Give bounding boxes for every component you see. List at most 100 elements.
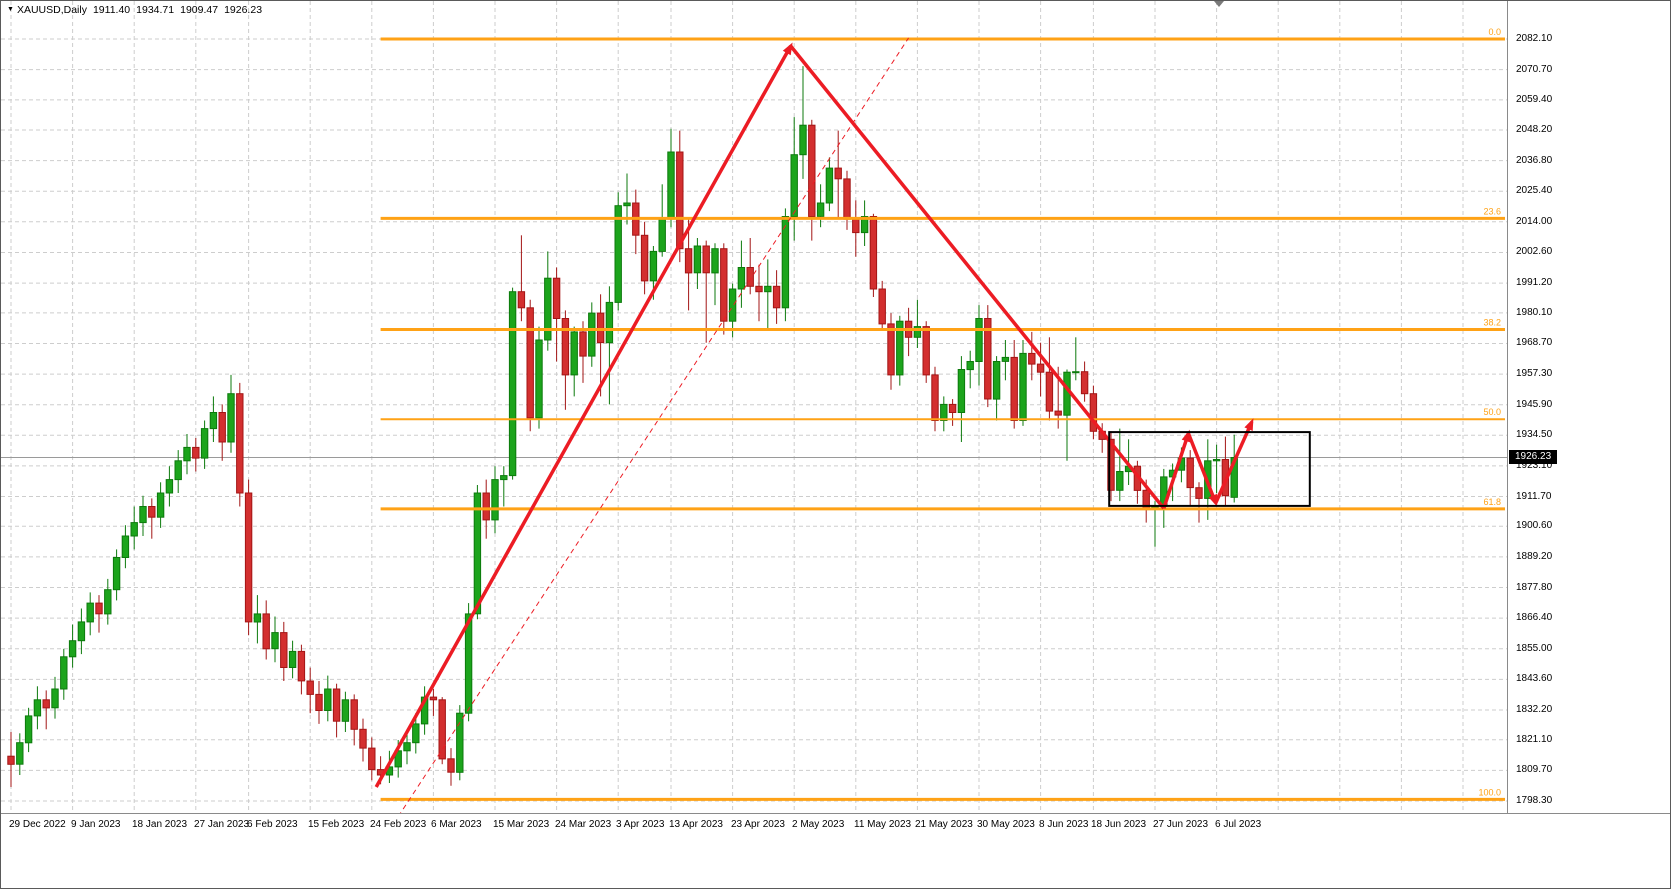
price-axis-label: 1809.70 — [1516, 764, 1553, 775]
price-axis[interactable]: 1926.23 2082.10 2070.70 2059.40 2048.20 2036… — [1507, 1, 1670, 813]
candle — [984, 305, 992, 408]
candle — [948, 399, 957, 426]
candle — [931, 366, 939, 432]
fib-level-label: 23.6 — [1483, 206, 1501, 216]
candle — [632, 189, 640, 255]
candle — [1019, 340, 1027, 426]
candle — [1186, 450, 1194, 507]
candle — [852, 200, 860, 257]
candle — [104, 578, 112, 625]
candle — [139, 495, 147, 536]
candle — [588, 302, 596, 367]
candle — [887, 313, 895, 390]
candle — [614, 192, 622, 311]
candle — [148, 498, 156, 539]
price-axis-label: 1798.30 — [1516, 795, 1553, 806]
price-axis-label: 2059.40 — [1516, 94, 1553, 105]
candle — [280, 621, 288, 681]
current-price-badge: 1926.23 — [1509, 450, 1558, 464]
ohlc-high: 1934.71 — [136, 4, 175, 16]
chart-shift-marker[interactable] — [1214, 1, 1224, 7]
candle — [781, 208, 790, 322]
candle — [95, 595, 103, 633]
time-axis-label: 2 May 2023 — [792, 819, 845, 830]
chart-plot-area[interactable]: 0.0 23.6 38.2 50.0 61.8 100.0 — [1, 1, 1507, 813]
candle — [121, 525, 130, 569]
candle — [68, 624, 77, 668]
candle — [130, 506, 138, 550]
candle — [764, 259, 772, 330]
candle — [799, 66, 807, 179]
price-axis-label: 1832.20 — [1516, 704, 1553, 715]
price-axis-label: 1900.60 — [1516, 520, 1553, 531]
candle — [368, 737, 376, 781]
candle — [236, 382, 244, 507]
consolidation-rectangle[interactable] — [1108, 431, 1311, 507]
price-axis-label: 2070.70 — [1516, 64, 1553, 75]
fib-level-label: 50.0 — [1483, 407, 1501, 417]
ohlc-close: 1926.23 — [224, 4, 263, 16]
projection-line[interactable] — [1214, 421, 1254, 504]
candle — [288, 640, 297, 679]
time-axis[interactable]: 29 Dec 2022 9 Jan 2023 18 Jan 2023 27 Jan 2… — [1, 813, 1670, 888]
candle — [658, 184, 666, 257]
candle — [165, 466, 174, 507]
projection-line[interactable] — [1186, 432, 1218, 504]
candle — [1028, 331, 1036, 381]
price-axis-label: 1980.10 — [1516, 307, 1553, 318]
candle — [1195, 482, 1203, 523]
price-axis-label: 1821.10 — [1516, 734, 1553, 745]
candle — [904, 307, 913, 357]
candle — [992, 356, 1001, 421]
candle — [42, 690, 50, 730]
symbol-dropdown-icon[interactable]: ▼ — [7, 6, 14, 13]
dashed-trend-line[interactable] — [398, 37, 910, 813]
time-axis-label: 21 May 2023 — [915, 819, 973, 830]
trend-line-up[interactable] — [374, 45, 793, 788]
chart-header: ▼ XAUUSD,Daily 1911.40 1934.71 1909.47 1926.2… — [7, 4, 262, 16]
candle — [1010, 340, 1018, 429]
candle — [51, 676, 59, 719]
time-axis-label: 23 Apr 2023 — [731, 819, 785, 830]
candle — [825, 157, 834, 212]
projection-line[interactable] — [1162, 432, 1191, 509]
fib-level-label: 38.2 — [1483, 318, 1501, 328]
candle — [473, 485, 482, 620]
price-axis-label: 1866.40 — [1516, 612, 1553, 623]
candle — [579, 321, 587, 383]
candle — [561, 310, 570, 410]
candle — [227, 374, 235, 453]
candle — [623, 173, 631, 225]
arrowhead-icon — [782, 42, 793, 56]
candle — [77, 608, 86, 655]
time-axis-label: 6 Feb 2023 — [247, 819, 298, 830]
candle — [262, 600, 270, 660]
price-axis-label: 1889.20 — [1516, 551, 1553, 562]
price-axis-label: 2025.40 — [1516, 185, 1553, 196]
candle — [1212, 444, 1221, 493]
time-axis-label: 29 Dec 2022 — [9, 819, 66, 830]
candle — [508, 287, 517, 480]
candle — [341, 691, 350, 732]
candle — [1001, 340, 1010, 381]
candle — [244, 479, 253, 636]
candle — [33, 686, 42, 730]
price-axis-label: 2014.00 — [1516, 216, 1553, 227]
price-axis-label: 2048.20 — [1516, 124, 1553, 135]
trend-line-down[interactable] — [789, 44, 1166, 510]
candle — [350, 694, 358, 746]
candle — [816, 184, 825, 228]
candle — [913, 299, 922, 348]
candle — [860, 200, 869, 246]
candle — [693, 238, 702, 289]
candle — [112, 549, 121, 601]
time-axis-label: 13 Apr 2023 — [669, 819, 723, 830]
candle — [1089, 385, 1098, 440]
candle — [940, 396, 948, 432]
candle — [1080, 361, 1089, 402]
candle — [720, 243, 728, 335]
time-axis-label: 11 May 2023 — [854, 819, 912, 830]
candle — [306, 667, 314, 714]
candle — [500, 466, 508, 507]
candle — [315, 681, 323, 724]
